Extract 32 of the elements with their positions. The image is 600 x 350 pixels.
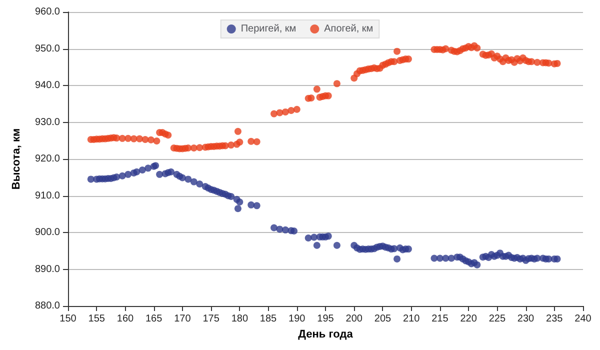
y-tick-label: 910.0 xyxy=(34,190,60,202)
y-tick-label: 900.0 xyxy=(34,227,60,238)
x-tick-label: 225 xyxy=(488,314,506,324)
x-tick-label: 150 xyxy=(60,314,77,324)
x-tick-label: 220 xyxy=(460,314,478,324)
x-tick-label: 235 xyxy=(546,314,564,324)
x-tick-label: 185 xyxy=(260,314,278,324)
legend-label: Перигей, км xyxy=(240,24,296,34)
x-tick-label: 195 xyxy=(317,314,334,324)
x-tick-label: 240 xyxy=(574,314,592,324)
x-tick-label: 180 xyxy=(231,314,248,324)
x-tick-label: 175 xyxy=(202,314,220,324)
y-tick-label: 940.0 xyxy=(34,80,60,91)
x-tick-label: 205 xyxy=(374,314,392,324)
y-tick-label: 880.0 xyxy=(34,300,60,312)
x-tick-label: 230 xyxy=(517,314,535,324)
x-tick-label: 165 xyxy=(145,314,163,324)
x-tick-label: 215 xyxy=(432,314,449,324)
y-tick-label: 960.0 xyxy=(34,6,60,18)
x-axis-title: День года xyxy=(298,328,354,340)
x-tick-label: 170 xyxy=(174,314,192,324)
y-tick-label: 950.0 xyxy=(34,43,60,54)
y-tick-label: 930.0 xyxy=(34,116,60,128)
x-tick-label: 210 xyxy=(402,314,420,324)
x-tick-label: 190 xyxy=(288,314,306,324)
x-tick-label: 155 xyxy=(88,314,106,324)
x-tick-label: 200 xyxy=(346,314,363,324)
legend-label: Апогей, км xyxy=(324,24,374,34)
y-tick-label: 890.0 xyxy=(34,264,60,275)
y-tick-label: 920.0 xyxy=(34,154,60,164)
y-axis-title: Высота, км xyxy=(10,128,22,190)
x-tick-label: 160 xyxy=(116,314,134,324)
